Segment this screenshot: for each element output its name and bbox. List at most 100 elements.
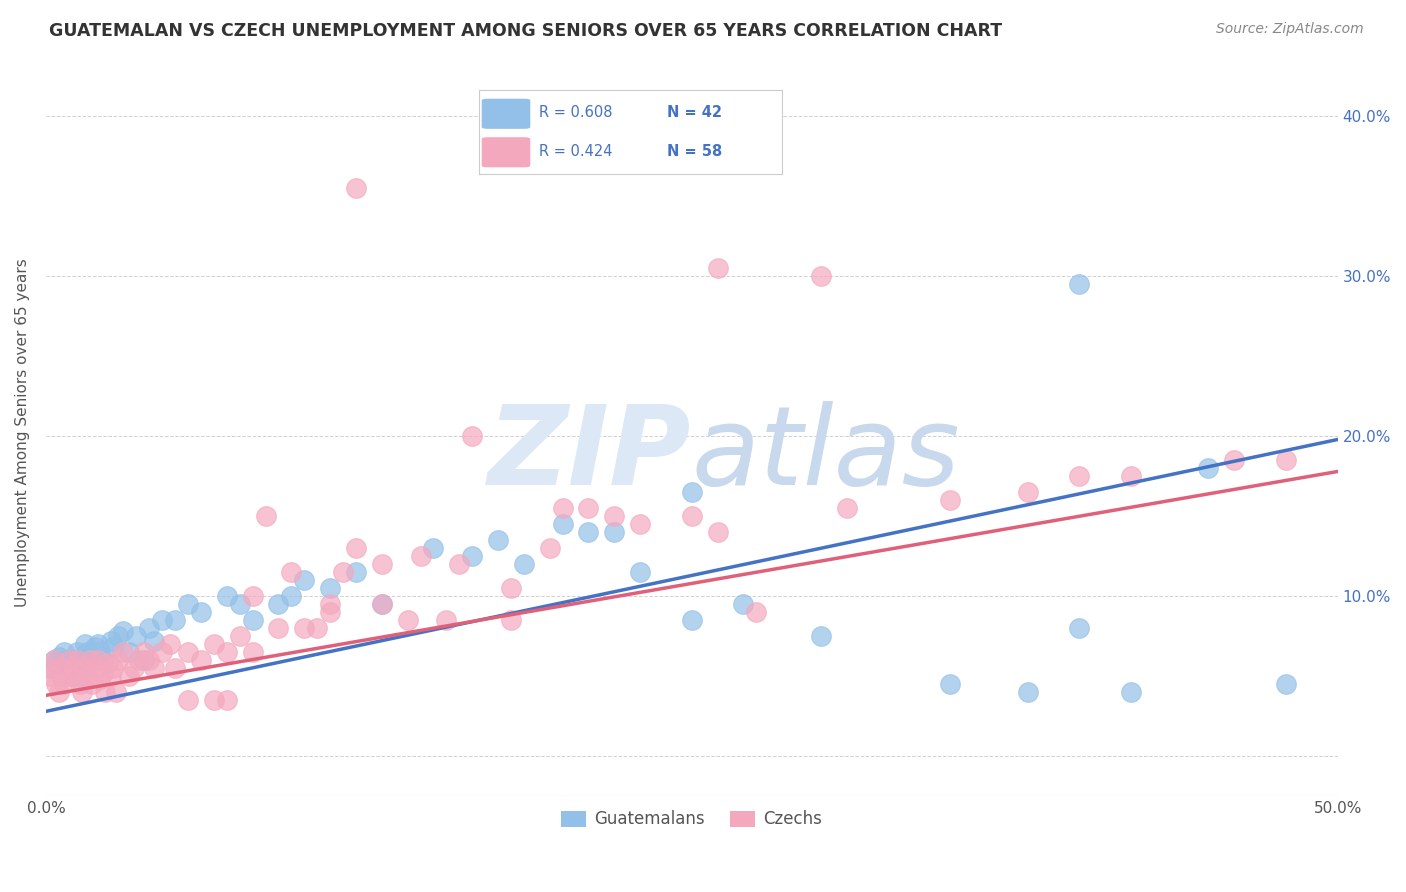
Point — [242, 613, 264, 627]
Point — [97, 657, 120, 671]
Point — [449, 558, 471, 572]
Point — [706, 261, 728, 276]
Point — [292, 573, 315, 587]
Point — [63, 653, 86, 667]
Point — [319, 597, 342, 611]
Point — [53, 677, 76, 691]
Point — [578, 501, 600, 516]
Point — [48, 650, 70, 665]
Point — [319, 605, 342, 619]
Point — [1275, 677, 1298, 691]
Point — [681, 485, 703, 500]
Point — [215, 589, 238, 603]
Point — [84, 661, 107, 675]
Point — [810, 269, 832, 284]
Point — [94, 685, 117, 699]
Point — [1198, 461, 1220, 475]
Point — [344, 541, 367, 556]
Point — [39, 661, 62, 675]
Point — [307, 621, 329, 635]
Point — [1017, 685, 1039, 699]
Point — [486, 533, 509, 548]
Point — [91, 665, 114, 680]
Point — [51, 661, 73, 675]
Text: GUATEMALAN VS CZECH UNEMPLOYMENT AMONG SENIORS OVER 65 YEARS CORRELATION CHART: GUATEMALAN VS CZECH UNEMPLOYMENT AMONG S… — [49, 22, 1002, 40]
Point — [134, 653, 156, 667]
Point — [69, 669, 91, 683]
Point — [79, 653, 101, 667]
Point — [1223, 453, 1246, 467]
Point — [242, 589, 264, 603]
Point — [69, 677, 91, 691]
Point — [100, 669, 122, 683]
Point — [177, 645, 200, 659]
Point — [422, 541, 444, 556]
Point — [58, 653, 80, 667]
Point — [461, 549, 484, 564]
Point — [228, 597, 250, 611]
Point — [165, 661, 187, 675]
Point — [202, 637, 225, 651]
Point — [371, 558, 394, 572]
Point — [76, 645, 98, 659]
Point — [150, 613, 173, 627]
Point — [82, 677, 104, 691]
Point — [73, 661, 96, 675]
Point — [91, 653, 114, 667]
Point — [55, 653, 77, 667]
Point — [45, 657, 67, 671]
Point — [76, 669, 98, 683]
Point — [1275, 453, 1298, 467]
Point — [60, 669, 83, 683]
Point — [332, 566, 354, 580]
Point — [138, 653, 160, 667]
Point — [499, 581, 522, 595]
Y-axis label: Unemployment Among Seniors over 65 years: Unemployment Among Seniors over 65 years — [15, 258, 30, 607]
Text: atlas: atlas — [692, 401, 960, 508]
Point — [38, 661, 60, 675]
Point — [409, 549, 432, 564]
Point — [319, 581, 342, 595]
Point — [143, 661, 166, 675]
Point — [60, 657, 83, 671]
Point — [165, 613, 187, 627]
Point — [73, 637, 96, 651]
Point — [681, 509, 703, 524]
Point — [39, 669, 62, 683]
Point — [112, 645, 135, 659]
Point — [461, 429, 484, 443]
Point — [134, 645, 156, 659]
Point — [603, 509, 626, 524]
Point — [82, 650, 104, 665]
Point — [292, 621, 315, 635]
Text: Source: ZipAtlas.com: Source: ZipAtlas.com — [1216, 22, 1364, 37]
Point — [86, 637, 108, 651]
Point — [89, 645, 111, 659]
Point — [45, 677, 67, 691]
Point — [1069, 621, 1091, 635]
Point — [628, 566, 651, 580]
Point — [79, 657, 101, 671]
Point — [396, 613, 419, 627]
Point — [100, 634, 122, 648]
Point — [112, 624, 135, 639]
Point — [434, 613, 457, 627]
Point — [177, 597, 200, 611]
Point — [280, 566, 302, 580]
Point — [1119, 469, 1142, 483]
Legend: Guatemalans, Czechs: Guatemalans, Czechs — [554, 804, 830, 835]
Point — [371, 597, 394, 611]
Point — [228, 629, 250, 643]
Point — [86, 653, 108, 667]
Point — [1069, 469, 1091, 483]
Point — [939, 493, 962, 508]
Point — [63, 661, 86, 675]
Point — [267, 597, 290, 611]
Point — [1119, 685, 1142, 699]
Point — [551, 501, 574, 516]
Point — [190, 653, 212, 667]
Point — [733, 597, 755, 611]
Point — [177, 693, 200, 707]
Point — [1069, 277, 1091, 292]
Point — [371, 597, 394, 611]
